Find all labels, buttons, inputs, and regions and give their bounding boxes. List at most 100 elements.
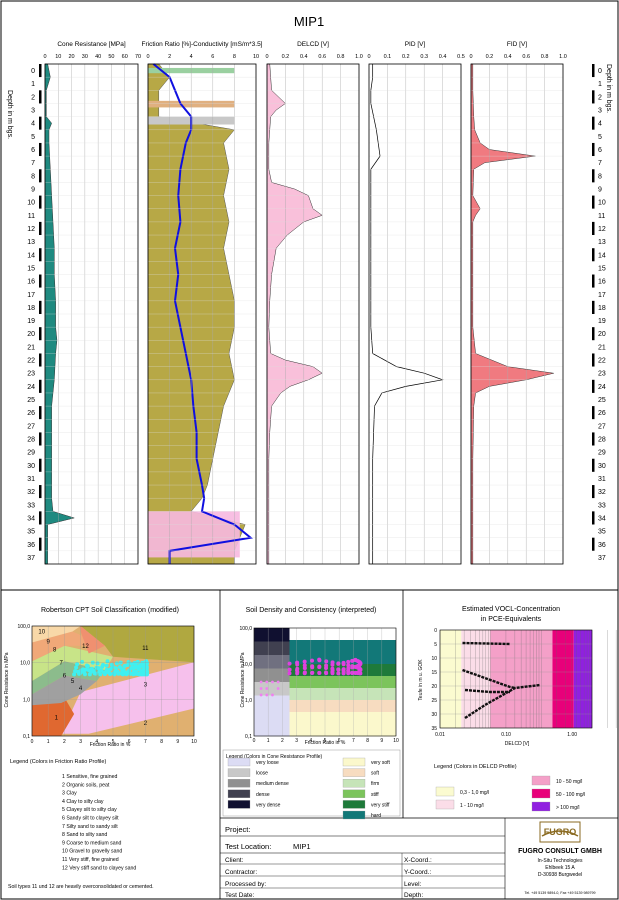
robertson-point xyxy=(132,665,137,670)
depth-bar-segment xyxy=(592,432,595,446)
depth-bar-segment xyxy=(39,169,42,183)
friction-legend-item: 9 Coarse to medium sand xyxy=(62,840,122,846)
consistency-band xyxy=(289,700,396,713)
depth-bar-segment xyxy=(39,235,42,249)
depth-tick-label: 25 xyxy=(598,397,606,404)
density-point xyxy=(341,660,346,665)
company-line3: D-30938 Burgwedel xyxy=(538,872,582,878)
x-tick-label: 6 xyxy=(338,738,341,744)
robertson-point xyxy=(105,659,110,664)
density-point xyxy=(265,687,269,690)
density-point xyxy=(346,668,351,673)
depth-tick-label: 26 xyxy=(598,410,606,417)
x-tick-label: 7 xyxy=(352,738,355,744)
depth-tick-label: 3 xyxy=(31,108,35,115)
x-tick-label: 7 xyxy=(144,739,147,745)
depth-tick-label: 18 xyxy=(598,305,606,312)
friction-legend-item: 7 Silty sand to sandy silt xyxy=(62,824,118,830)
depth-tick-label: 5 xyxy=(31,134,35,141)
density-band xyxy=(254,695,290,710)
depth-bar-segment xyxy=(39,129,42,143)
robertson-point xyxy=(114,661,119,666)
robertson-point xyxy=(127,671,132,676)
density-point xyxy=(341,669,346,674)
depth-tick-label: 9 xyxy=(598,187,602,194)
depth-bar-segment xyxy=(592,169,595,183)
robertson-point xyxy=(130,671,135,676)
x-tick-label: 0.4 xyxy=(300,54,308,60)
density-point xyxy=(302,666,307,671)
robertson-point xyxy=(80,659,85,664)
depth-bar-segment xyxy=(39,498,42,512)
vocl-title-2: in PCE-Equivalents xyxy=(481,616,542,623)
delcd-legend-label: > 100 mg/l xyxy=(556,805,580,811)
depth-bar-segment xyxy=(592,221,595,236)
cone-legend-label: very stiff xyxy=(371,802,390,808)
x-tick-label: 40 xyxy=(95,54,101,60)
vocl-title-1: Estimated VOCL-Concentration xyxy=(462,606,560,613)
x-tick-label: 3 xyxy=(79,739,82,745)
depth-bar-segment xyxy=(39,116,42,130)
robertson-point xyxy=(86,668,91,673)
depth-tick-label: 34 xyxy=(598,515,606,522)
depth-tick-label: 7 xyxy=(598,160,602,167)
vocl-band xyxy=(440,630,462,728)
consistency-band xyxy=(289,712,396,725)
profile-frame xyxy=(368,63,462,565)
depth-tick-label: 1 xyxy=(598,81,602,88)
depth-tick-label: 5 xyxy=(598,134,602,141)
depth-tick-label: 28 xyxy=(27,437,35,444)
cone-legend-swatch xyxy=(227,757,251,767)
depth-bar-segment xyxy=(39,77,42,91)
depth-bar-segment xyxy=(39,524,42,538)
y-tick-label: 10,0 xyxy=(242,662,252,668)
company-line4: Tel. +49 5139 9894-0, Fax +49 5139 98979… xyxy=(525,891,596,895)
depth-bar-segment xyxy=(592,327,595,341)
x-tick-label: 0.2 xyxy=(486,54,494,60)
density-point xyxy=(346,659,351,664)
x-tick-label: 2 xyxy=(281,738,284,744)
x-tick-label: 5 xyxy=(112,739,115,745)
depth-bar-segment xyxy=(592,235,595,249)
friction-legend-item: 5 Clayey silt to silty clay xyxy=(62,807,117,813)
y-tick-label: 100,0 xyxy=(239,626,252,632)
robertson-zone-7 xyxy=(32,645,113,681)
y-tick-label: 100,0 xyxy=(17,624,30,630)
depth-bar-segment xyxy=(592,77,595,91)
x-tick-label: 0.8 xyxy=(337,54,345,60)
depth-tick-label: 11 xyxy=(598,213,605,220)
cone-legend-swatch xyxy=(342,789,366,798)
delcd-legend: 0,3 - 1,0 mg/l 1 - 10 mg/l 10 - 50 mg/l 50 … xyxy=(435,775,585,812)
robertson-point xyxy=(76,669,81,674)
y-tick-label: 30 xyxy=(431,712,437,718)
depth-tick-label: 30 xyxy=(27,463,35,470)
robertson-zone-11 xyxy=(80,626,194,663)
depth-bar-segment xyxy=(592,64,595,78)
depth-bar-segment xyxy=(592,366,595,380)
cone-legend-label: very dense xyxy=(256,802,281,808)
profile-title: Friction Ratio [%]-Conductivity [mS/m*3.… xyxy=(141,41,262,48)
cone-legend-swatch xyxy=(342,800,366,809)
depth-tick-label: 13 xyxy=(598,239,606,246)
delcd-legend-label: 1 - 10 mg/l xyxy=(460,803,484,809)
consistency-band xyxy=(289,676,396,689)
cone-legend-label: medium dense xyxy=(256,781,289,787)
x-tick-label: 4 xyxy=(190,54,193,60)
robertson-point xyxy=(122,664,127,669)
processed-label: Processed by: xyxy=(225,881,266,888)
depth-bar-segment xyxy=(592,90,595,104)
x-tick-label: 0.8 xyxy=(541,54,549,60)
x-tick-label: 1 xyxy=(267,738,270,744)
x-tick-label: 70 xyxy=(135,54,141,60)
depth-bar-segment xyxy=(592,248,595,262)
x-tick-label: 0.5 xyxy=(457,54,465,60)
cone-legend-label: firm xyxy=(371,781,379,787)
cone-legend-label: dense xyxy=(256,792,270,798)
density-point xyxy=(350,665,355,670)
depth-bar-segment xyxy=(592,300,595,314)
robertson-point xyxy=(104,663,109,668)
robertson-point xyxy=(129,666,134,671)
density-point xyxy=(271,693,274,697)
depth-bar-segment xyxy=(39,221,42,236)
robertson-point xyxy=(79,668,84,673)
